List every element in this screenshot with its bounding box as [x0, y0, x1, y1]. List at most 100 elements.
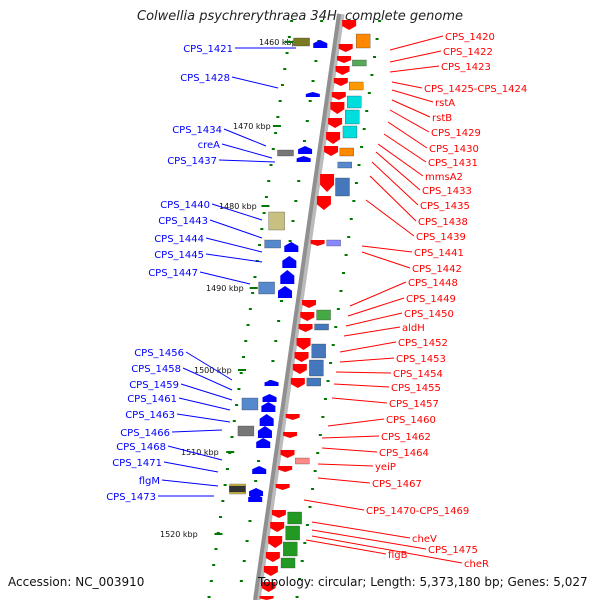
forward-gene-arrow: [294, 352, 309, 362]
left-label-leader: [205, 253, 263, 263]
outer-dot-track: [219, 516, 223, 518]
reverse-gene-arrow: [280, 270, 295, 284]
scale-tick-label: 1490 kbp: [206, 284, 244, 293]
left-label-leader: [182, 367, 233, 391]
outer-dot-track: [287, 36, 291, 38]
reverse-feature-box: [268, 211, 285, 231]
outer-dot-track: [271, 148, 275, 150]
right-label-leader: [391, 99, 431, 118]
forward-gene-arrow: [331, 92, 346, 100]
forward-feature-box: [311, 343, 326, 359]
right-label-leader: [361, 245, 413, 253]
forward-gene-arrow: [271, 510, 286, 518]
forward-gene-arrow: [261, 582, 276, 592]
forward-feature-box: [283, 541, 298, 557]
right-label-leader: [339, 341, 397, 353]
right-gene-label: rstB: [432, 113, 452, 124]
right-dot-track: [300, 560, 304, 562]
left-label-leader: [211, 203, 263, 221]
outer-dot-track: [251, 292, 255, 294]
right-label-leader: [375, 151, 421, 191]
forward-gene-arrow: [338, 44, 353, 52]
reverse-gene-arrow: [305, 92, 320, 97]
left-label-leader: [231, 76, 279, 89]
right-gene-label: flgB: [388, 550, 408, 561]
right-label-leader: [383, 133, 427, 163]
right-label-leader: [389, 65, 440, 73]
forward-feature-box: [352, 59, 367, 67]
right-dot-track: [323, 398, 327, 400]
right-label-leader: [305, 539, 387, 555]
inner-dot-track: [308, 100, 312, 102]
right-gene-label: CPS_1475: [428, 545, 478, 556]
outer-dot-track: [230, 436, 234, 438]
forward-feature-box: [285, 525, 300, 541]
forward-feature-box: [342, 125, 358, 139]
right-label-leader: [371, 161, 419, 206]
forward-feature-box: [339, 147, 354, 157]
right-dot-track: [367, 92, 371, 94]
forward-gene-arrow: [265, 552, 280, 562]
right-gene-label: CPS_1442: [412, 264, 462, 275]
inner-dot-track: [320, 20, 324, 22]
forward-gene-arrow: [310, 240, 325, 246]
left-gene-label: CPS_1459: [129, 380, 179, 391]
scale-tick-label: 1520 kbp: [160, 530, 198, 539]
outer-dot-track: [283, 68, 287, 70]
right-dot-track: [329, 362, 333, 364]
right-gene-label: CPS_1449: [406, 294, 456, 305]
forward-gene-arrow: [302, 300, 317, 308]
right-label-leader: [311, 529, 427, 550]
outer-dot-track: [267, 180, 271, 182]
genome-backbone-core: [253, 13, 341, 600]
outer-dot-track: [278, 100, 282, 102]
outer-dot-track: [209, 580, 213, 582]
left-gene-label: CPS_1443: [158, 216, 208, 227]
inner-dot-track: [297, 180, 301, 182]
forward-gene-arrow: [290, 378, 305, 388]
forward-feature-box: [335, 177, 350, 197]
right-dot-track: [375, 38, 379, 40]
right-label-leader: [303, 499, 365, 511]
right-label-leader: [361, 251, 411, 269]
right-dot-track: [339, 290, 343, 292]
left-gene-label: CPS_1461: [127, 394, 177, 405]
right-gene-label: CPS_1457: [389, 399, 439, 410]
right-label-leader: [345, 312, 403, 327]
inner-dot-track: [254, 480, 258, 482]
left-gene-label: CPS_1458: [131, 364, 181, 375]
right-gene-label: CPS_1454: [393, 369, 443, 380]
right-label-leader: [391, 89, 434, 103]
right-dot-track: [305, 524, 309, 526]
reverse-feature-box: [258, 281, 275, 295]
left-label-leader: [221, 143, 273, 159]
reverse-gene-arrow: [248, 494, 263, 502]
forward-feature-box: [309, 359, 324, 377]
inner-dot-track: [291, 220, 295, 222]
reverse-gene-arrow: [261, 402, 276, 412]
left-gene-label: flgM: [139, 476, 160, 487]
forward-gene-arrow: [285, 414, 300, 420]
outer-dot-track: [246, 324, 250, 326]
forward-gene-arrow: [270, 522, 285, 532]
genome-summary: Topology: circular; Length: 5,373,180 bp…: [258, 575, 588, 589]
left-label-leader: [209, 219, 263, 239]
forward-feature-box: [345, 109, 360, 125]
right-gene-label: rstA: [435, 98, 455, 109]
right-dot-track: [331, 344, 335, 346]
forward-feature-box: [347, 95, 362, 109]
outer-dot-track: [290, 20, 294, 22]
outer-dot-track: [237, 388, 241, 390]
outer-dot-track: [280, 84, 284, 86]
right-gene-label: CPS_1430: [429, 144, 479, 155]
forward-gene-arrow: [278, 466, 293, 472]
right-gene-label: CPS_1455: [391, 383, 441, 394]
left-gene-label: CPS_1445: [154, 250, 204, 261]
right-gene-label: CPS_1425-CPS_1424: [424, 84, 527, 95]
inner-dot-track: [288, 240, 292, 242]
right-dot-track: [347, 236, 351, 238]
right-gene-label: CPS_1464: [379, 448, 429, 459]
right-dot-track: [334, 326, 338, 328]
left-gene-label: CPS_1471: [112, 458, 162, 469]
left-label-leader: [180, 383, 233, 401]
